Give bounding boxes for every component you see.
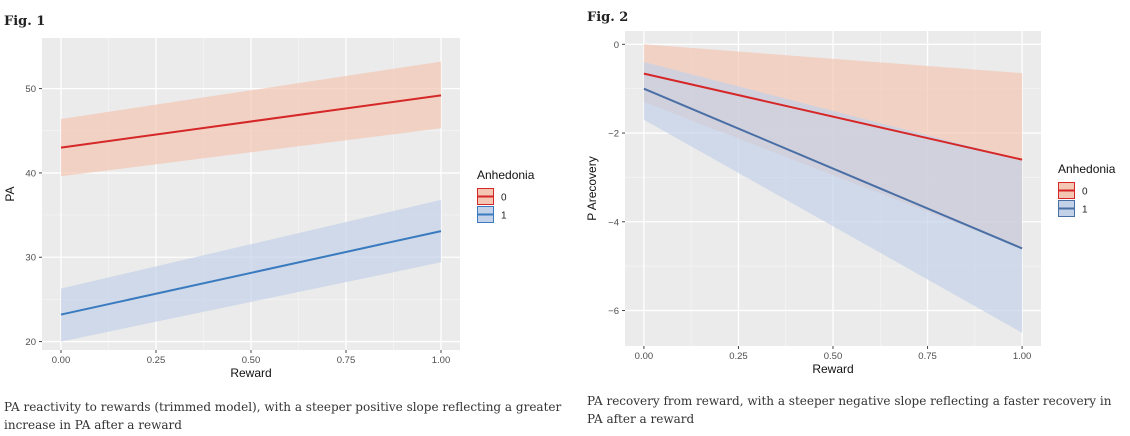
x-tick-label: 1.00	[1013, 351, 1032, 362]
y-axis-title: PA	[3, 186, 17, 201]
y-tick-label: 50	[25, 84, 36, 95]
legend-title: Anhedonia	[477, 168, 535, 182]
y-axis-title: P Arecovery	[585, 156, 599, 220]
y-tick-label: 20	[25, 337, 36, 348]
legend-label-0: 0	[501, 193, 507, 204]
figure-2-label: Fig. 2	[587, 10, 629, 25]
figure-2-caption: PA recovery from reward, with a steeper …	[587, 394, 1112, 426]
x-tick-label: 1.00	[432, 355, 451, 366]
x-tick-label: 0.00	[635, 351, 654, 362]
x-tick-label: 0.50	[824, 351, 843, 362]
x-tick-label: 0.25	[147, 355, 166, 366]
x-axis-title: Reward	[812, 362, 853, 376]
y-tick-label: 40	[25, 168, 36, 179]
ribbon-anhedonia-0	[61, 61, 441, 177]
line-anhedonia-0	[60, 94, 442, 149]
y-tick-label: 0	[614, 40, 619, 51]
x-tick-label: 0.25	[729, 351, 748, 362]
y-tick-label: −6	[608, 306, 619, 317]
line-anhedonia-0	[643, 72, 1023, 161]
x-tick-label: 0.75	[918, 351, 937, 362]
x-tick-label: 0.00	[52, 355, 71, 366]
line-anhedonia-1	[643, 87, 1023, 250]
y-tick-label: −4	[608, 217, 619, 228]
legend-label-0: 0	[1082, 187, 1088, 198]
line-anhedonia-1	[60, 230, 442, 316]
figure-1-label: Fig. 1	[4, 14, 46, 29]
y-tick-label: −2	[608, 129, 619, 140]
x-tick-label: 0.75	[337, 355, 356, 366]
y-tick-label: 30	[25, 253, 36, 264]
x-axis-title: Reward	[230, 366, 271, 380]
legend-label-1: 1	[501, 211, 507, 222]
x-tick-label: 0.50	[242, 355, 261, 366]
ribbon-anhedonia-1	[643, 62, 1023, 333]
ribbon-anhedonia-1	[61, 199, 441, 342]
figure-1-caption: PA reactivity to rewards (trimmed model)…	[4, 400, 562, 432]
legend-label-1: 1	[1082, 205, 1088, 216]
legend-title: Anhedonia	[1058, 162, 1116, 176]
